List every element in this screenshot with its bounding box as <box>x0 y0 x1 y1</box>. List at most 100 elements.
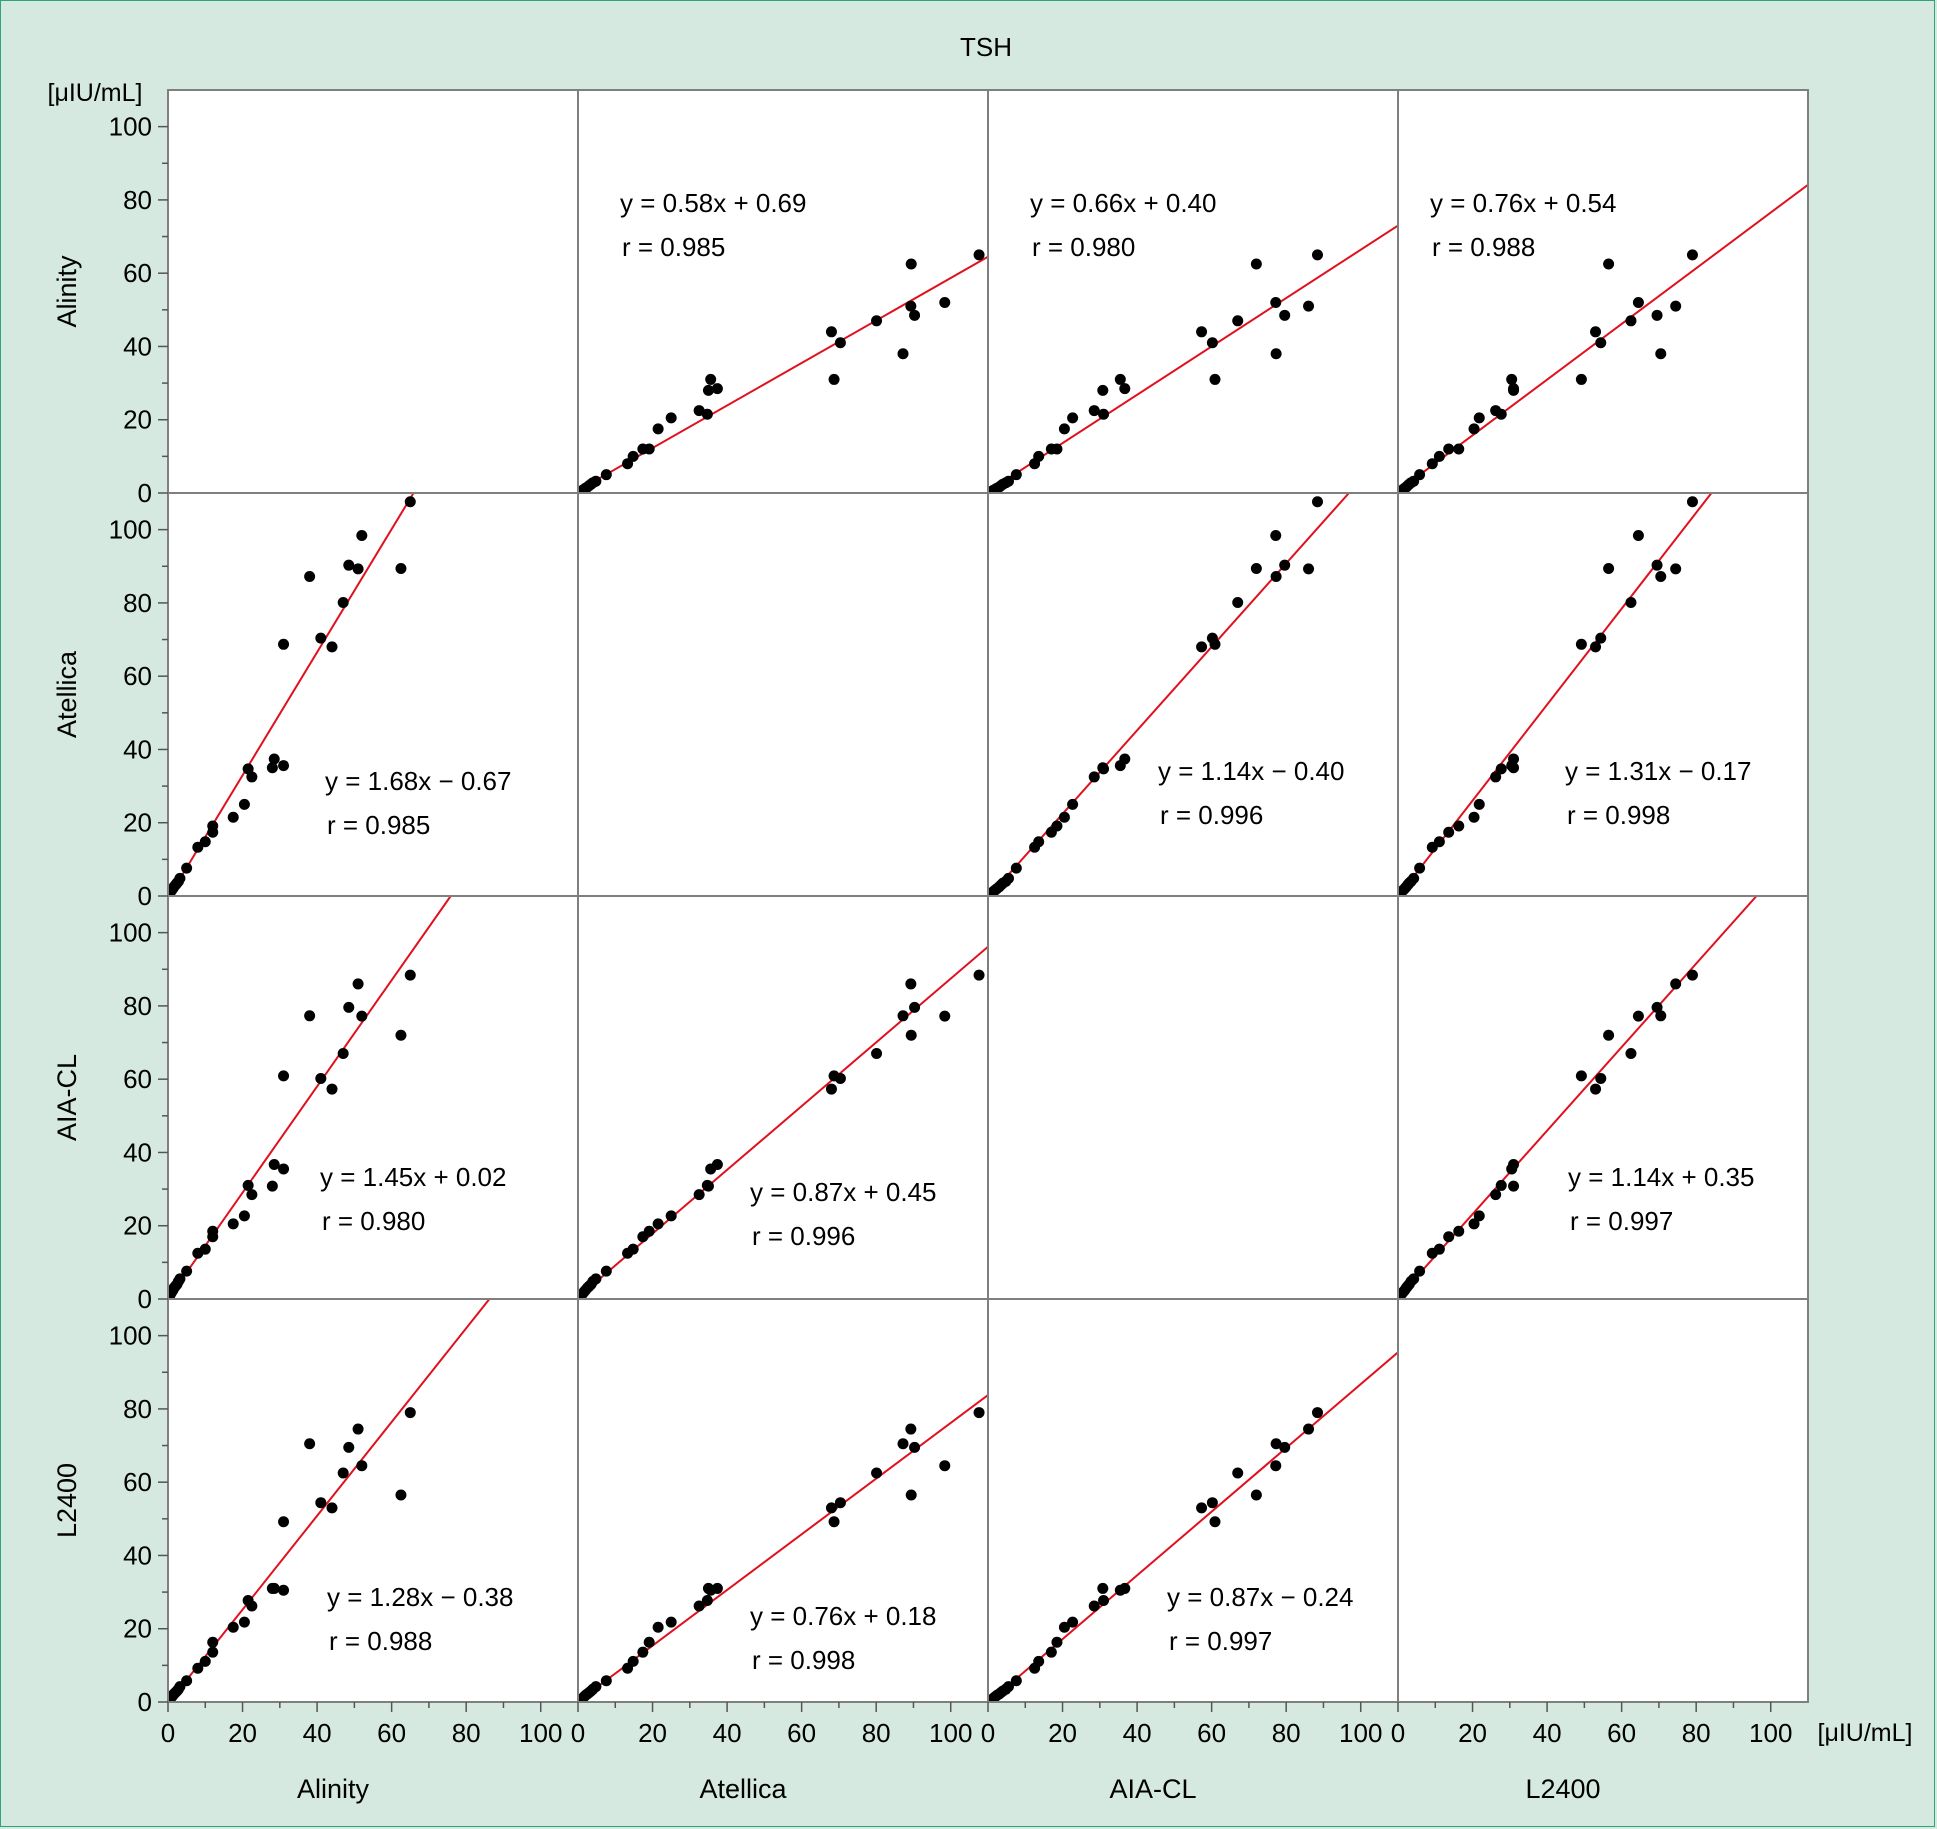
regression-line <box>168 1299 491 1702</box>
data-point <box>1058 1621 1070 1633</box>
data-point <box>701 408 713 420</box>
y-unit-label: [μIU/mL] <box>48 79 143 107</box>
data-point <box>1473 1210 1485 1222</box>
data-point <box>973 249 985 261</box>
regression-equation: y = 0.87x + 0.45 <box>750 1177 936 1207</box>
panel-background <box>168 896 578 1299</box>
data-point <box>268 1159 280 1171</box>
data-point <box>343 559 355 571</box>
data-point <box>1408 1273 1420 1285</box>
x-tick-label: 20 <box>228 1718 257 1748</box>
data-point <box>627 1655 639 1667</box>
y-tick-label: 80 <box>123 185 152 215</box>
data-point <box>1045 1646 1057 1658</box>
data-point <box>834 1497 846 1509</box>
data-point <box>352 563 364 575</box>
correlation-coefficient: r = 0.985 <box>622 232 725 262</box>
panel-l2400-vs-aia-cl: y = 0.87x − 0.24 r = 0.997 <box>988 1299 1398 1702</box>
data-point <box>590 475 602 487</box>
y-tick-label: 80 <box>123 1394 152 1424</box>
data-point <box>1311 249 1323 261</box>
regression-equation: y = 1.28x − 0.38 <box>327 1582 513 1612</box>
panel-alinity-vs-l2400: y = 0.76x + 0.54 r = 0.988 <box>1398 90 1808 493</box>
data-point <box>1651 1001 1663 1013</box>
data-point <box>905 1423 917 1435</box>
data-point <box>343 1001 355 1013</box>
correlation-coefficient: r = 0.996 <box>1160 800 1263 830</box>
correlation-coefficient: r = 0.998 <box>1567 800 1670 830</box>
data-point <box>1473 798 1485 810</box>
data-point <box>278 1584 290 1596</box>
data-point <box>356 1010 368 1022</box>
data-point <box>1686 496 1698 508</box>
data-point <box>227 1218 239 1230</box>
regression-equation: y = 0.76x + 0.18 <box>750 1601 936 1631</box>
data-point <box>1468 811 1480 823</box>
data-point <box>181 1675 193 1687</box>
data-point <box>1232 1467 1244 1479</box>
panel-background <box>988 1299 1398 1702</box>
panel-aia-cl-vs-atellica: y = 0.87x + 0.45 r = 0.996 <box>578 896 988 1299</box>
regression-equation: y = 0.87x − 0.24 <box>1167 1582 1353 1612</box>
y-tick-label: 60 <box>123 258 152 288</box>
data-point <box>1303 1423 1315 1435</box>
data-point <box>315 1072 327 1084</box>
data-point <box>1575 1070 1587 1082</box>
data-point <box>1119 383 1131 395</box>
data-point <box>246 1600 258 1612</box>
data-point <box>238 1616 250 1628</box>
data-point <box>1590 326 1602 338</box>
data-point <box>1067 412 1079 424</box>
data-point <box>1051 820 1063 832</box>
y-tick-label: 0 <box>138 881 152 911</box>
data-point <box>304 571 316 583</box>
data-point <box>1098 1595 1110 1607</box>
panel-aia-cl-vs-alinity: y = 1.45x + 0.02 r = 0.980 <box>168 896 578 1299</box>
data-point <box>1595 337 1607 349</box>
data-point <box>278 1070 290 1082</box>
data-point <box>705 1584 717 1596</box>
data-point <box>199 836 211 848</box>
data-point <box>227 811 239 823</box>
data-point <box>278 1163 290 1175</box>
data-point <box>1311 1407 1323 1419</box>
data-point <box>590 1273 602 1285</box>
data-point <box>304 1010 316 1022</box>
data-point <box>1651 559 1663 571</box>
data-point <box>1443 826 1455 838</box>
y-tick-label: 40 <box>123 331 152 361</box>
x-tick-label: 0 <box>1391 1718 1405 1748</box>
data-point <box>1625 597 1637 609</box>
regression-equation: y = 0.66x + 0.40 <box>1030 188 1216 218</box>
data-point <box>395 1489 407 1501</box>
correlation-coefficient: r = 0.996 <box>752 1221 855 1251</box>
data-point <box>1590 1083 1602 1095</box>
correlation-coefficient: r = 0.980 <box>322 1206 425 1236</box>
y-axis-label: L2400 <box>52 1463 82 1538</box>
data-point <box>665 1210 677 1222</box>
x-tick-label: 80 <box>1682 1718 1711 1748</box>
data-point <box>1033 836 1045 848</box>
correlation-coefficient: r = 0.997 <box>1169 1626 1272 1656</box>
x-axis-label: L2400 <box>1525 1774 1600 1804</box>
data-point <box>1495 1179 1507 1191</box>
data-point <box>1408 872 1420 884</box>
data-point <box>905 978 917 990</box>
correlation-coefficient: r = 0.988 <box>329 1626 432 1656</box>
data-point <box>1279 559 1291 571</box>
data-point <box>1303 300 1315 312</box>
data-point <box>315 632 327 644</box>
data-point <box>1495 763 1507 775</box>
data-point <box>828 373 840 385</box>
data-point <box>1270 571 1282 583</box>
x-tick-label: 100 <box>1749 1718 1792 1748</box>
data-point <box>939 296 951 308</box>
data-point <box>404 496 416 508</box>
data-point <box>1625 315 1637 327</box>
data-point <box>643 443 655 455</box>
y-tick-label: 40 <box>123 1137 152 1167</box>
data-point <box>199 1243 211 1255</box>
data-point <box>266 762 278 774</box>
data-point <box>693 405 705 417</box>
